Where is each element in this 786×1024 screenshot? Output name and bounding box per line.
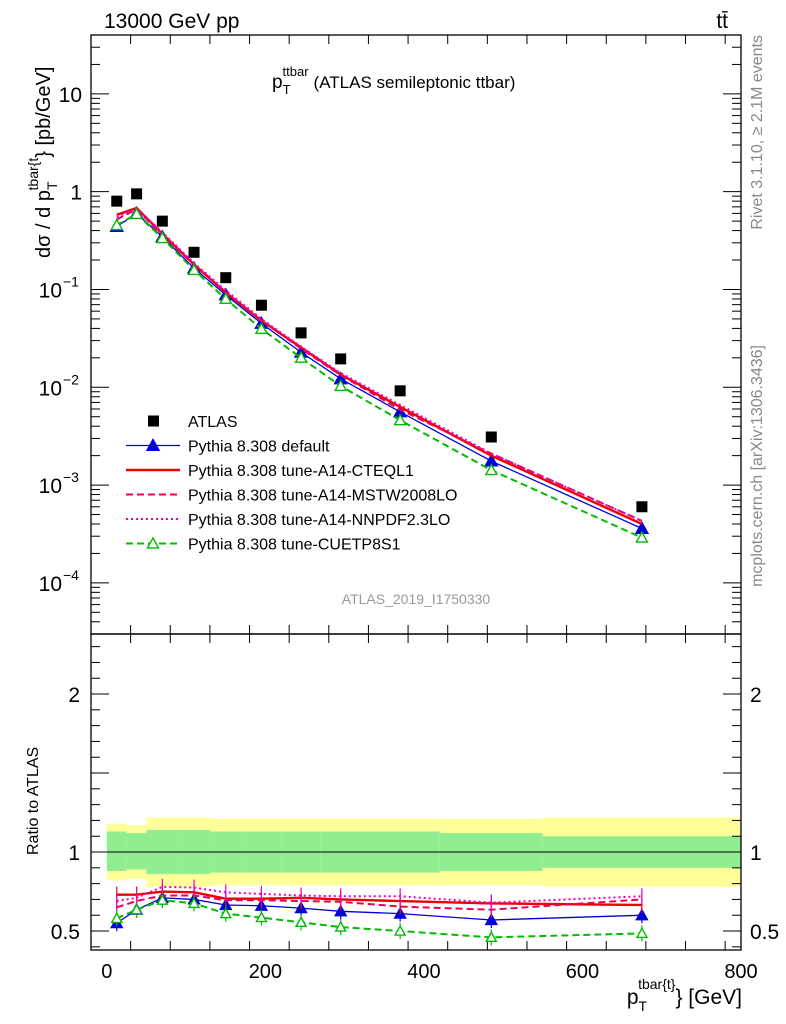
legend: ATLAS Pythia 8.308 default Pythia 8.308 tu… [126, 414, 457, 554]
series-point-5 [155, 231, 170, 244]
series-point-5 [294, 350, 308, 363]
series-point-5 [254, 321, 269, 335]
legend-label: ATLAS [188, 414, 238, 431]
plot-title: pTttbar (ATLAS semileptonic ttbar) [272, 64, 515, 97]
y-tick-exponent: −2 [63, 371, 79, 387]
main-y-axis-label-main: dσ / d p [33, 190, 55, 258]
y-tick-label: 10 [39, 377, 62, 400]
x-tick-label: 0 [101, 961, 112, 983]
ratio-point-4 [255, 911, 268, 923]
y-tick-label: 1 [70, 182, 82, 205]
data-point [220, 272, 232, 284]
data-point [394, 385, 406, 397]
ratio-point-4 [187, 896, 201, 909]
x-tick-label: 400 [407, 961, 440, 983]
data-point [255, 299, 267, 311]
series-point-5 [129, 207, 144, 220]
ratio-y-tick-label-right: 2 [750, 684, 762, 707]
series-point-5 [219, 292, 233, 305]
main-y-axis-label-rest: } [pb/GeV] [33, 67, 55, 158]
x-axis-label-sup: tbar{t} [638, 976, 676, 992]
y-tick-label: 10 [39, 279, 62, 302]
data-point [485, 431, 497, 443]
legend-label: Pythia 8.308 tune-CUETP8S1 [188, 537, 401, 554]
main-y-axis-label: dσ / d pTtbar{t} [pb/GeV] [25, 67, 60, 258]
y-tick-label: 10 [39, 475, 62, 498]
data-point [188, 246, 200, 258]
series-line-1 [116, 212, 643, 530]
ratio-point-4 [156, 893, 169, 905]
energy-label: 13000 GeV pp [104, 10, 239, 33]
legend-marker-5 [146, 536, 160, 549]
ratio-y-tick-label: 0.5 [51, 921, 80, 944]
chart-marks [109, 188, 650, 946]
ratio-point-4 [110, 911, 123, 924]
x-axis-label-main: p [627, 986, 639, 1009]
x-axis-label-rest: } [GeV] [675, 986, 742, 1009]
ratio-y-tick-label: 2 [68, 684, 80, 707]
data-point [156, 215, 168, 227]
ratio-point-4 [635, 926, 649, 939]
x-tick-label: 200 [249, 961, 282, 983]
x-axis-label: pTtbar{t}} [GeV] [627, 976, 742, 1014]
plot-title-rest: (ATLAS semileptonic ttbar) [314, 73, 516, 92]
series-point-5 [635, 530, 649, 543]
x-tick-label: 600 [566, 961, 599, 983]
ratio-point-4 [393, 924, 407, 936]
data-point [131, 188, 143, 200]
data-point [295, 327, 307, 339]
ratio-y-tick-label: 1 [68, 842, 80, 865]
ratio-point-4 [130, 903, 143, 915]
plot-title-sub: T [283, 82, 291, 97]
process-label: tt̄ [716, 10, 728, 33]
y-tick-exponent: −4 [63, 567, 79, 583]
legend-label: Pythia 8.308 tune-A14-NNPDF2.3LO [188, 512, 450, 529]
ratio-y-tick-label-right: 0.5 [750, 921, 779, 944]
series-point-5 [393, 413, 407, 426]
ratio-point-0 [484, 913, 498, 926]
data-point [111, 195, 123, 207]
series-point-5 [110, 218, 124, 231]
main-y-axis-label-sub: T [44, 181, 60, 190]
ratio-line-4 [116, 899, 642, 939]
source-label: mcplots.cern.ch [arXiv:1306.3436] [749, 345, 766, 587]
y-tick-label: 10 [39, 573, 62, 596]
main-y-axis-label-sup: tbar{t [25, 158, 41, 191]
x-axis-label-sub: T [639, 998, 648, 1014]
ratio-y-tick-label-right: 1 [750, 842, 762, 865]
series-line-3 [116, 208, 643, 522]
ratio-y-axis-label: Ratio to ATLAS [25, 747, 42, 855]
ratio-point-4 [219, 907, 232, 919]
legend-label: Pythia 8.308 default [188, 439, 330, 456]
y-tick-exponent: −1 [63, 273, 79, 289]
series-point-5 [334, 379, 348, 392]
legend-label: Pythia 8.308 tune-A14-MSTW2008LO [188, 488, 457, 505]
analysis-id-label: ATLAS_2019_I1750330 [342, 591, 491, 607]
legend-marker-data [148, 415, 159, 427]
ratio-plot-area: 0 200 400 600 800 0.5 0.5 1 1 2 2 [51, 633, 779, 983]
ratio-point-0 [635, 908, 649, 921]
data-point [636, 501, 648, 513]
y-tick-label: 10 [59, 84, 82, 107]
x-tick-label: 800 [724, 961, 757, 983]
ratio-point-4 [485, 930, 498, 943]
series-point-5 [187, 263, 201, 276]
ratio-point-0 [334, 904, 348, 917]
y-tick-exponent: −3 [63, 469, 79, 485]
rivet-label: Rivet 3.1.10, ≥ 2.1M events [749, 35, 766, 230]
data-point [335, 353, 347, 365]
ratio-point-4 [294, 915, 308, 928]
plot-title-main: p [272, 72, 283, 93]
legend-marker-1 [145, 438, 161, 451]
ratio-point-4 [334, 920, 347, 932]
plot-title-sup: ttbar [283, 64, 310, 79]
ratio-band-stat [126, 833, 147, 870]
series-line-4 [116, 207, 643, 522]
legend-label: Pythia 8.308 tune-A14-CTEQL1 [188, 463, 414, 480]
ratio-plot-frame [90, 633, 742, 951]
ratio-line-3 [116, 885, 642, 904]
series-point-5 [484, 463, 498, 476]
ratio-band-stat [106, 831, 127, 871]
